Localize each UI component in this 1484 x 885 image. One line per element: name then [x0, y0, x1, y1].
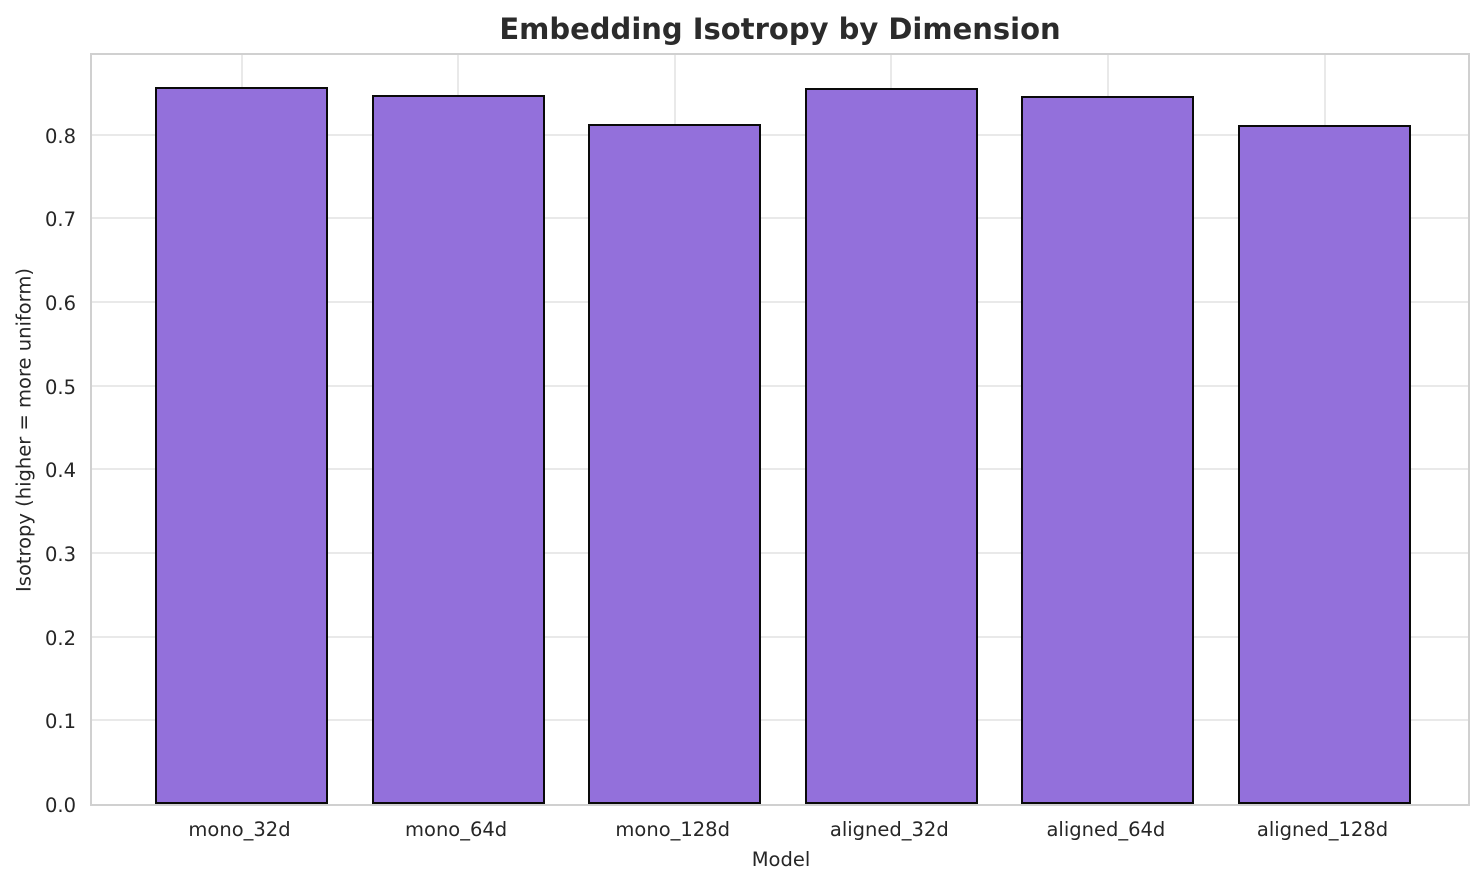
x-axis-label: Model: [751, 848, 811, 871]
y-tick-label: 0.3: [44, 543, 76, 566]
x-tick-label: aligned_128d: [1256, 818, 1389, 841]
x-tick-label: aligned_32d: [829, 818, 949, 841]
x-tick-label: mono_128d: [615, 818, 730, 841]
bar-aligned_64d: [1021, 96, 1195, 804]
gridline-horizontal: [92, 217, 1468, 220]
bar-mono_128d: [588, 123, 762, 804]
gridline-horizontal: [92, 301, 1468, 303]
bar-aligned_128d: [1238, 124, 1411, 804]
gridline-horizontal: [92, 552, 1468, 554]
chart-title: Embedding Isotropy by Dimension: [499, 12, 1061, 46]
gridline-horizontal: [92, 384, 1468, 387]
plot-area: [90, 53, 1470, 806]
y-tick-label: 0.8: [44, 124, 76, 148]
x-tick-label: aligned_64d: [1046, 818, 1166, 841]
gridline-horizontal: [92, 719, 1468, 722]
y-tick-label: 0.0: [44, 794, 76, 817]
bar-mono_64d: [371, 95, 545, 804]
y-tick-label: 0.2: [44, 626, 76, 650]
gridline-horizontal: [92, 468, 1468, 471]
y-tick-label: 0.7: [44, 208, 76, 232]
y-tick-label: 0.5: [44, 375, 76, 399]
gridline-horizontal: [92, 133, 1468, 136]
y-tick-label: 0.4: [44, 459, 76, 483]
gridline-horizontal: [92, 635, 1468, 638]
x-tick-label: mono_64d: [405, 818, 508, 841]
x-tick-label: mono_32d: [188, 818, 291, 841]
y-tick-label: 0.6: [44, 292, 76, 315]
bar-mono_32d: [155, 86, 328, 804]
y-tick-label: 0.1: [44, 710, 76, 734]
bar-aligned_32d: [804, 87, 978, 804]
